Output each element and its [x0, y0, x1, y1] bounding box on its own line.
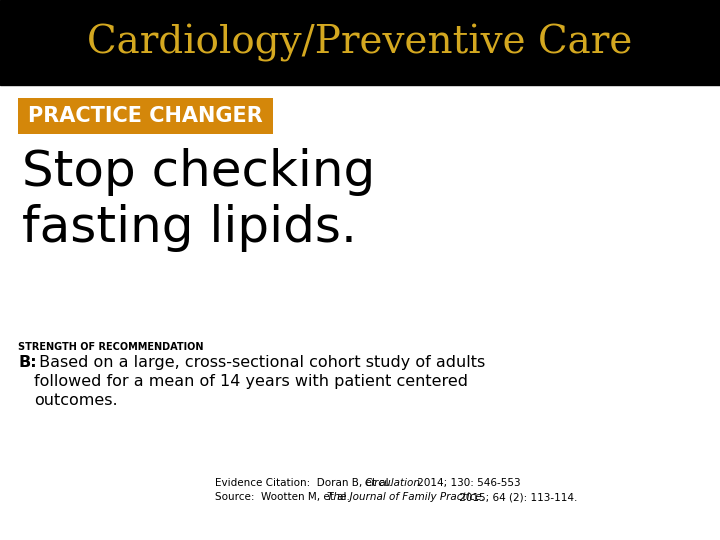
- Text: Stop checking
fasting lipids.: Stop checking fasting lipids.: [22, 148, 375, 252]
- Text: PRACTICE CHANGER: PRACTICE CHANGER: [28, 106, 263, 126]
- Text: B:: B:: [18, 355, 37, 370]
- Text: STRENGTH OF RECOMMENDATION: STRENGTH OF RECOMMENDATION: [18, 342, 204, 352]
- Text: Based on a large, cross-sectional cohort study of adults
followed for a mean of : Based on a large, cross-sectional cohort…: [34, 355, 485, 408]
- Text: The Journal of Family Practice.: The Journal of Family Practice.: [327, 492, 485, 502]
- Text: Circulation.: Circulation.: [364, 478, 423, 488]
- Bar: [0, 0, 720, 85]
- Bar: [18, 98, 273, 134]
- Text: Source:  Wootten M, et al.: Source: Wootten M, et al.: [215, 492, 353, 502]
- Text: Cardiology/Preventive Care: Cardiology/Preventive Care: [87, 24, 633, 62]
- Text: 2015; 64 (2): 113-114.: 2015; 64 (2): 113-114.: [456, 492, 577, 502]
- Text: 2014; 130: 546-553: 2014; 130: 546-553: [414, 478, 521, 488]
- Text: Evidence Citation:  Doran B, et al.: Evidence Citation: Doran B, et al.: [215, 478, 395, 488]
